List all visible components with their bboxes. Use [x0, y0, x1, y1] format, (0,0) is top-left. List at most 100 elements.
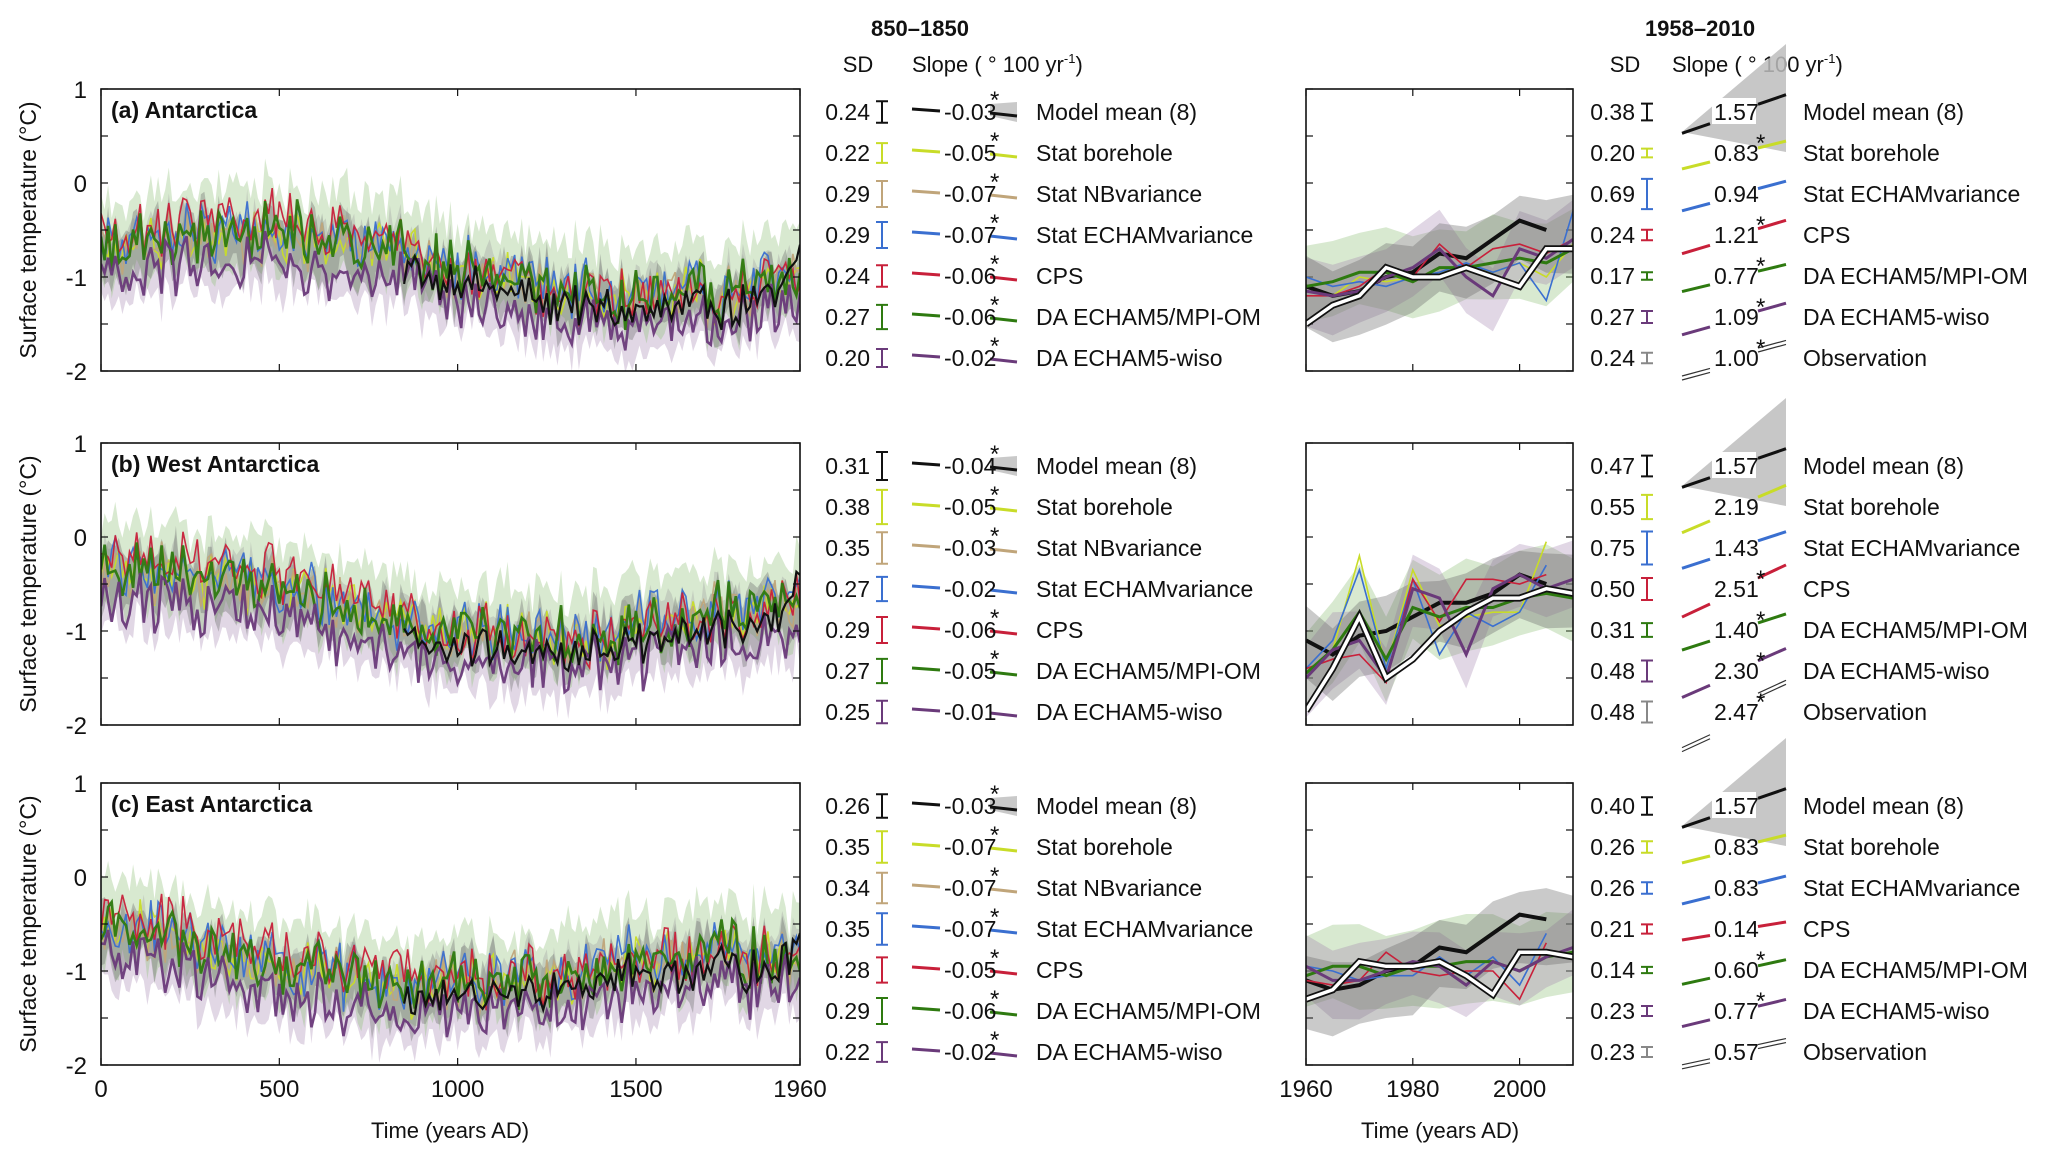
sd-value: 0.34 — [825, 875, 870, 901]
series-name: Stat borehole — [1036, 140, 1173, 166]
slope-line-start — [1681, 122, 1711, 135]
slope-value: -0.03 — [944, 99, 996, 125]
sd-value: 0.29 — [825, 181, 870, 207]
sd-error-bar-icon — [876, 615, 888, 645]
slope-line-start — [1681, 1018, 1711, 1029]
series-name: DA ECHAM5/MPI-OM — [1803, 617, 2028, 643]
legend-row-left-cps: 0.28 -0.05* CPS — [825, 945, 1083, 984]
sd-error-bar-icon — [876, 303, 888, 331]
slope-value: 0.77 — [1714, 263, 1759, 289]
x-tick-label: 2000 — [1493, 1076, 1546, 1103]
slope-header-text: Slope ( ° 100 yr — [1672, 52, 1824, 77]
series-name: Stat ECHAMvariance — [1803, 181, 2020, 207]
slope-value: 0.60 — [1714, 957, 1759, 983]
slope-value: 1.43 — [1714, 535, 1759, 561]
significance-star: * — [990, 781, 999, 808]
panel-b-west-antarctica: 1 0 -1 -2 Surface temperature (°C) (b) West A… — [15, 398, 2028, 753]
slope-line-start — [1681, 519, 1711, 535]
series-name: Stat borehole — [1036, 834, 1173, 860]
slope-line-end — [1757, 301, 1787, 313]
x-tick-label: 1960 — [1279, 1076, 1332, 1103]
series-name: DA ECHAM5-wiso — [1803, 658, 1990, 684]
significance-star: * — [990, 292, 999, 319]
slope-value: -0.06 — [944, 304, 996, 330]
legend-row-right-da-echam5-mpi-om: 0.17 0.77* DA ECHAM5/MPI-OM — [1590, 253, 2028, 294]
slope-line-start — [911, 1047, 941, 1053]
y-tick-label: 0 — [74, 525, 87, 552]
legend-row-left-da-echam5-mpi-om: 0.27 -0.06* DA ECHAM5/MPI-OM — [825, 292, 1261, 331]
sd-value: 0.35 — [825, 834, 870, 860]
sd-error-bar-icon — [1641, 1004, 1653, 1018]
legend-row-right-model-mean-8: 0.40 1.57 Model mean (8) — [1590, 787, 1964, 829]
series-name: Model mean (8) — [1036, 793, 1197, 819]
slope-line-start — [1681, 1062, 1711, 1070]
slope-line-start — [1681, 854, 1711, 865]
legend-row-left-model-mean-8: 0.24 -0.03* Model mean (8) — [825, 87, 1197, 125]
legend-row-left-cps: 0.29 -0.06* CPS — [825, 605, 1083, 645]
legend-row-right-cps: 0.21 0.14 CPS — [1590, 916, 1850, 942]
sd-value: 0.29 — [825, 617, 870, 643]
sd-value: 0.23 — [1590, 998, 1635, 1024]
sd-error-bar-icon — [876, 830, 888, 864]
sd-error-bar-icon — [1641, 228, 1653, 242]
sd-value: 0.35 — [825, 535, 870, 561]
slope-line-end — [1757, 958, 1787, 968]
slope-line-end — [1757, 262, 1787, 273]
slope-line-end — [1757, 874, 1787, 885]
series-name: Model mean (8) — [1036, 453, 1197, 479]
slope-value: 0.83 — [1714, 834, 1759, 860]
period-right-title: 1958–2010 — [1645, 16, 1755, 41]
slope-value: 2.51 — [1714, 576, 1759, 602]
slope-header-sup: -1 — [1824, 51, 1836, 66]
right-plot-area — [1306, 540, 1573, 718]
slope-value: -0.07 — [944, 222, 996, 248]
significance-star: * — [990, 333, 999, 360]
slope-line-start — [911, 625, 941, 631]
y-tick-label: -2 — [66, 359, 87, 386]
legend-row-right-observation: 0.48 2.47* Observation — [1590, 679, 1927, 753]
slope-line-end — [1757, 179, 1787, 191]
sd-value: 0.26 — [825, 793, 870, 819]
y-tick-label: 1 — [74, 771, 87, 798]
slope-line-end — [1757, 1041, 1787, 1050]
sd-error-bar-icon — [1641, 310, 1653, 324]
sd-value: 0.17 — [1590, 263, 1635, 289]
series-name: Stat borehole — [1803, 834, 1940, 860]
significance-star: * — [1756, 335, 1765, 362]
slope-line-end — [1757, 997, 1787, 1008]
sd-value: 0.40 — [1590, 793, 1635, 819]
legend-row-right-stat-borehole: 0.55 2.19 Stat borehole — [1590, 483, 1940, 535]
sd-value: 0.26 — [1590, 834, 1635, 860]
legend-row-right-stat-echamvariance: 0.69 0.94 Stat ECHAMvariance — [1590, 177, 2020, 213]
slope-line-start — [911, 271, 941, 277]
legend-row-right-model-mean-8: 0.47 1.57 Model mean (8) — [1590, 447, 1964, 489]
legend-row-right-stat-borehole: 0.20 0.83* Stat borehole — [1590, 130, 1940, 171]
slope-line-start — [911, 107, 941, 113]
sd-value: 0.28 — [825, 957, 870, 983]
slope-line-start — [911, 189, 941, 195]
legend-row-right-da-echam5-wiso: 0.48 2.30* DA ECHAM5-wiso — [1590, 647, 1990, 699]
slope-line-end — [989, 928, 1018, 935]
series-name: Stat ECHAMvariance — [1803, 535, 2020, 561]
series-name: CPS — [1803, 916, 1850, 942]
significance-star: * — [990, 904, 999, 931]
sd-value: 0.24 — [1590, 345, 1635, 371]
slope-value: -0.05 — [944, 140, 996, 166]
series-line-right-observation — [1306, 247, 1573, 326]
sd-error-bar-icon — [1641, 700, 1653, 724]
slope-header-right: Slope ( ° 100 yr-1) — [1672, 51, 1843, 77]
slope-value: -0.07 — [944, 875, 996, 901]
slope-value: 0.57 — [1714, 1039, 1759, 1065]
sd-error-bar-icon — [1641, 840, 1653, 854]
sd-error-bar-icon — [1641, 351, 1653, 365]
slope-value: 0.83 — [1714, 875, 1759, 901]
legend-row-right-model-mean-8: 0.38 1.57 Model mean (8) — [1590, 93, 1964, 135]
series-name: Stat borehole — [1036, 494, 1173, 520]
slope-value: -0.06 — [944, 617, 996, 643]
slope-line-start — [911, 461, 941, 467]
series-line-left-da-echam5-mpi-om — [101, 199, 800, 330]
slope-value: 2.47 — [1714, 699, 1759, 725]
series-name: Stat borehole — [1803, 494, 1940, 520]
significance-star: * — [1756, 947, 1765, 974]
x-tick-label: 1980 — [1386, 1076, 1439, 1103]
